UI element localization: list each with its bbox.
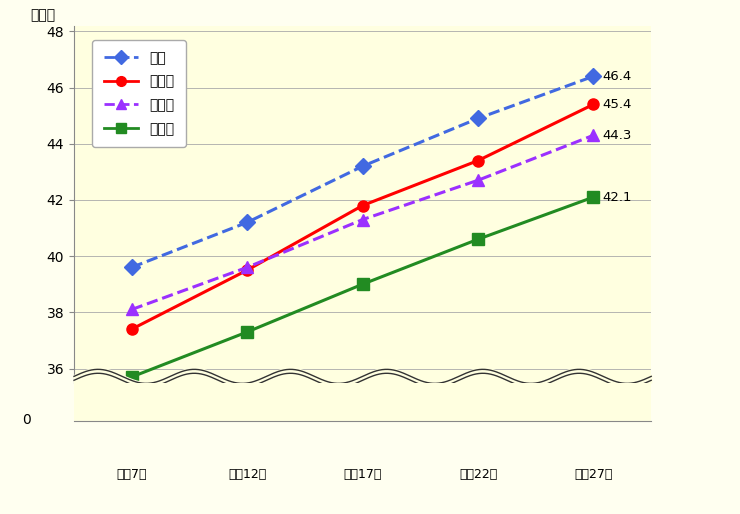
- Text: 45.4: 45.4: [602, 98, 632, 111]
- Text: 平成17年: 平成17年: [343, 468, 382, 481]
- Text: （歳）: （歳）: [31, 8, 56, 22]
- Text: 46.4: 46.4: [602, 70, 632, 83]
- Text: 平成12年: 平成12年: [228, 468, 266, 481]
- Text: 平成22年: 平成22年: [459, 468, 497, 481]
- Text: 平成27年: 平成27年: [574, 468, 613, 481]
- Text: 0: 0: [22, 413, 31, 427]
- Legend: 全国, 埼玉県, 愛知県, 沖縄県: 全国, 埼玉県, 愛知県, 沖縄県: [92, 40, 186, 147]
- Text: 平成7年: 平成7年: [116, 468, 147, 481]
- Text: 44.3: 44.3: [602, 129, 632, 142]
- Text: 42.1: 42.1: [602, 191, 632, 204]
